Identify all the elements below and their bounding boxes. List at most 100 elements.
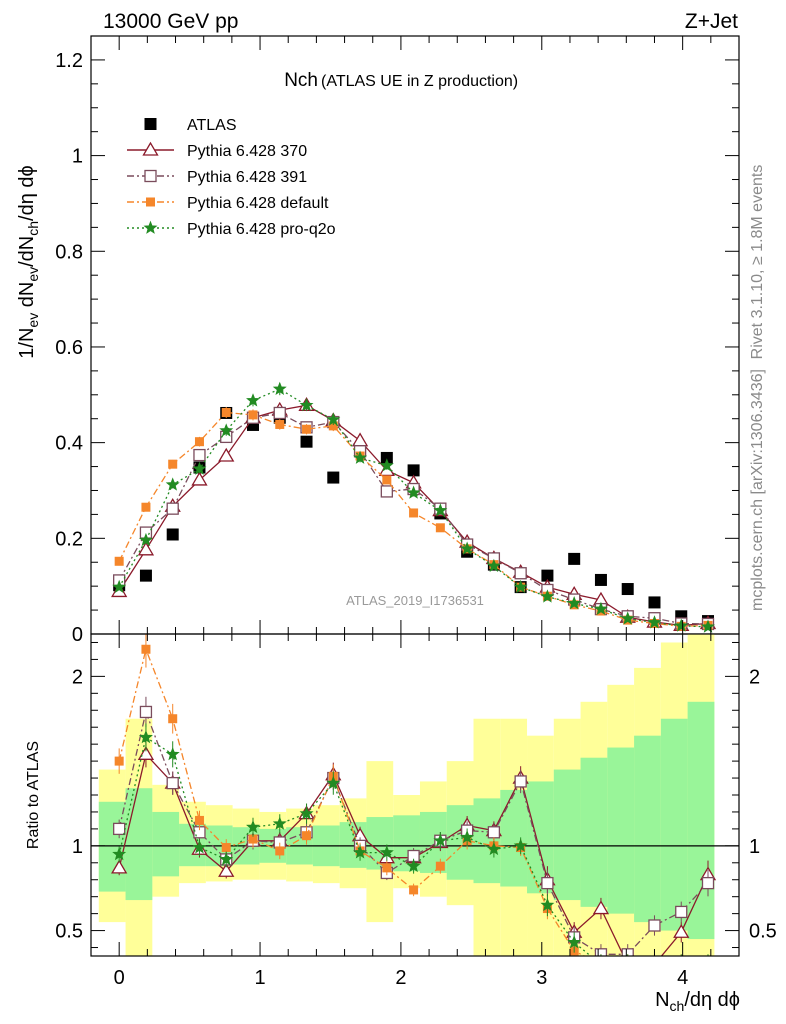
- mcplots-label: mcplots.cern.ch [arXiv:1306.3436]: [749, 369, 766, 611]
- data-point-pythia_proq2o: [406, 485, 421, 499]
- data-point-data: [407, 464, 420, 477]
- ratio-point-pythia_default: [596, 960, 605, 969]
- legend: ATLAS Pythia 6.428 370 Pythia 6.428 391 Pyt…: [127, 117, 336, 238]
- data-point-pythia_default: [409, 508, 419, 518]
- analysis-watermark: ATLAS_2019_I1736531: [346, 593, 484, 608]
- data-point-pythia_proq2o: [246, 393, 260, 407]
- data-point-pythia_proq2o: [353, 450, 368, 464]
- legend-entry-pythia_default: Pythia 6.428 default: [127, 195, 329, 212]
- uncertainty-band: [553, 769, 581, 901]
- ratio-point-pythia_proq2o: [272, 816, 287, 830]
- legend-label-data: ATLAS: [187, 117, 237, 134]
- ratio-point-pythia_proq2o: [192, 840, 207, 854]
- plot-title-sub: (ATLAS UE in Z production): [321, 73, 518, 90]
- ratio-y-tick-label-right: 1: [749, 836, 760, 858]
- ratio-point-pythia_proq2o: [567, 935, 582, 949]
- legend-entry-pythia_370: Pythia 6.428 370: [127, 141, 307, 160]
- ratio-point-pythia_proq2o: [648, 958, 660, 970]
- uncertainty-band: [687, 701, 715, 940]
- ratio-y-tick-label-right: 2: [749, 666, 760, 688]
- data-point-pythia_proq2o: [701, 619, 715, 633]
- data-point-pythia_default: [168, 459, 178, 469]
- data-point-data: [648, 596, 661, 609]
- data-point-pythia_370: [191, 471, 208, 486]
- ratio-plot-area: [91, 634, 739, 970]
- ratio-point-pythia_391: [594, 948, 608, 956]
- x-tick-label: 1: [254, 967, 265, 989]
- ratio-point-pythia_default: [435, 861, 445, 871]
- y-tick-label: 0: [72, 624, 83, 646]
- ratio-y-tick-label: 0.5: [55, 921, 83, 943]
- legend-label-pythia_391: Pythia 6.428 391: [187, 169, 307, 186]
- ratio-point-pythia_391: [514, 775, 527, 788]
- ratio-point-pythia_370: [647, 957, 661, 969]
- ratio-point-pythia_391: [675, 905, 688, 919]
- x-tick-label: 0: [114, 967, 125, 989]
- ratio-point-pythia_391: [139, 705, 153, 719]
- ratio-point-pythia_391: [648, 919, 661, 932]
- data-point-data: [139, 569, 152, 582]
- data-point-pythia_default: [141, 502, 151, 512]
- y-tick-label: 0.8: [55, 241, 83, 263]
- series-pythia_proq2o: [112, 381, 715, 633]
- data-point-pythia_391: [380, 485, 393, 498]
- ratio-point-pythia_proq2o: [595, 958, 607, 970]
- data-point-pythia_proq2o: [165, 477, 180, 491]
- ratio-point-pythia_proq2o: [326, 775, 341, 790]
- data-point-pythia_proq2o: [540, 589, 555, 603]
- ratio-point-pythia_proq2o: [460, 830, 475, 844]
- legend-marker-pythia_391: [144, 169, 157, 183]
- legend-entry-pythia_391: Pythia 6.428 391: [127, 169, 307, 186]
- data-point-pythia_391: [193, 448, 206, 462]
- data-point-data: [327, 471, 340, 484]
- ratio-point-pythia_370: [592, 900, 610, 915]
- header-collision-label: 13000 GeV pp: [103, 10, 238, 33]
- data-point-pythia_proq2o: [513, 579, 528, 594]
- data-point-pythia_370: [218, 447, 235, 462]
- uncertainty-band: [607, 747, 635, 914]
- ratio-point-pythia_proq2o: [486, 841, 501, 856]
- x-tick-label: 2: [395, 967, 406, 989]
- legend-marker-pythia_proq2o: [143, 220, 158, 234]
- main-axes: 0 0.2 0.4 0.6 0.8 1 1.2: [55, 36, 739, 646]
- main-y-axis-label: 1/Nev dNev/dNch/dη dϕ: [16, 165, 41, 358]
- data-point-pythia_default: [302, 424, 312, 434]
- ratio-point-pythia_default: [704, 960, 713, 969]
- data-point-pythia_proq2o: [272, 381, 287, 395]
- data-point-pythia_proq2o: [219, 423, 234, 437]
- data-point-pythia_391: [514, 567, 527, 580]
- data-point-pythia_370: [351, 432, 369, 447]
- ratio-point-pythia_proq2o: [702, 958, 714, 970]
- data-point-pythia_proq2o: [112, 579, 127, 594]
- ratio-point-pythia_proq2o: [112, 846, 127, 861]
- ratio-point-pythia_default: [114, 756, 124, 766]
- ratio-point-pythia_default: [650, 960, 659, 969]
- ratio-axes: 0.5 0.5 1 1 2 2 0 1 2 3 4: [55, 634, 777, 989]
- data-point-data: [380, 451, 393, 464]
- uncertainty-band: [634, 735, 661, 923]
- ratio-point-pythia_default: [302, 831, 312, 841]
- ratio-point-pythia_370: [137, 746, 155, 760]
- data-point-pythia_default: [435, 523, 445, 533]
- data-point-pythia_391: [273, 406, 286, 420]
- ratio-point-pythia_proq2o: [246, 819, 260, 834]
- y-tick-label: 1.2: [55, 50, 83, 72]
- data-point-pythia_default: [221, 408, 231, 418]
- data-point-pythia_proq2o: [138, 532, 153, 547]
- x-tick-label: 3: [536, 967, 547, 989]
- data-point-pythia_proq2o: [192, 461, 207, 475]
- data-point-pythia_proq2o: [593, 601, 608, 616]
- data-point-pythia_default: [328, 421, 338, 431]
- x-axis-label: Nch/dη dϕ: [655, 989, 740, 1014]
- uncertainty-band: [473, 798, 501, 884]
- ratio-series-pythia_proq2o: [112, 723, 714, 970]
- data-point-pythia_391: [166, 502, 179, 515]
- main-panel: 0 0.2 0.4 0.6 0.8 1 1.2 Nch (ATLAS UE in Z pro…: [55, 35, 740, 646]
- data-point-pythia_proq2o: [567, 596, 582, 610]
- uncertainty-band: [125, 788, 153, 901]
- ratio-point-pythia_proq2o: [138, 730, 153, 744]
- data-point-pythia_default: [114, 556, 124, 566]
- data-point-pythia_default: [275, 419, 285, 429]
- plot-title-main: Nch: [284, 70, 318, 91]
